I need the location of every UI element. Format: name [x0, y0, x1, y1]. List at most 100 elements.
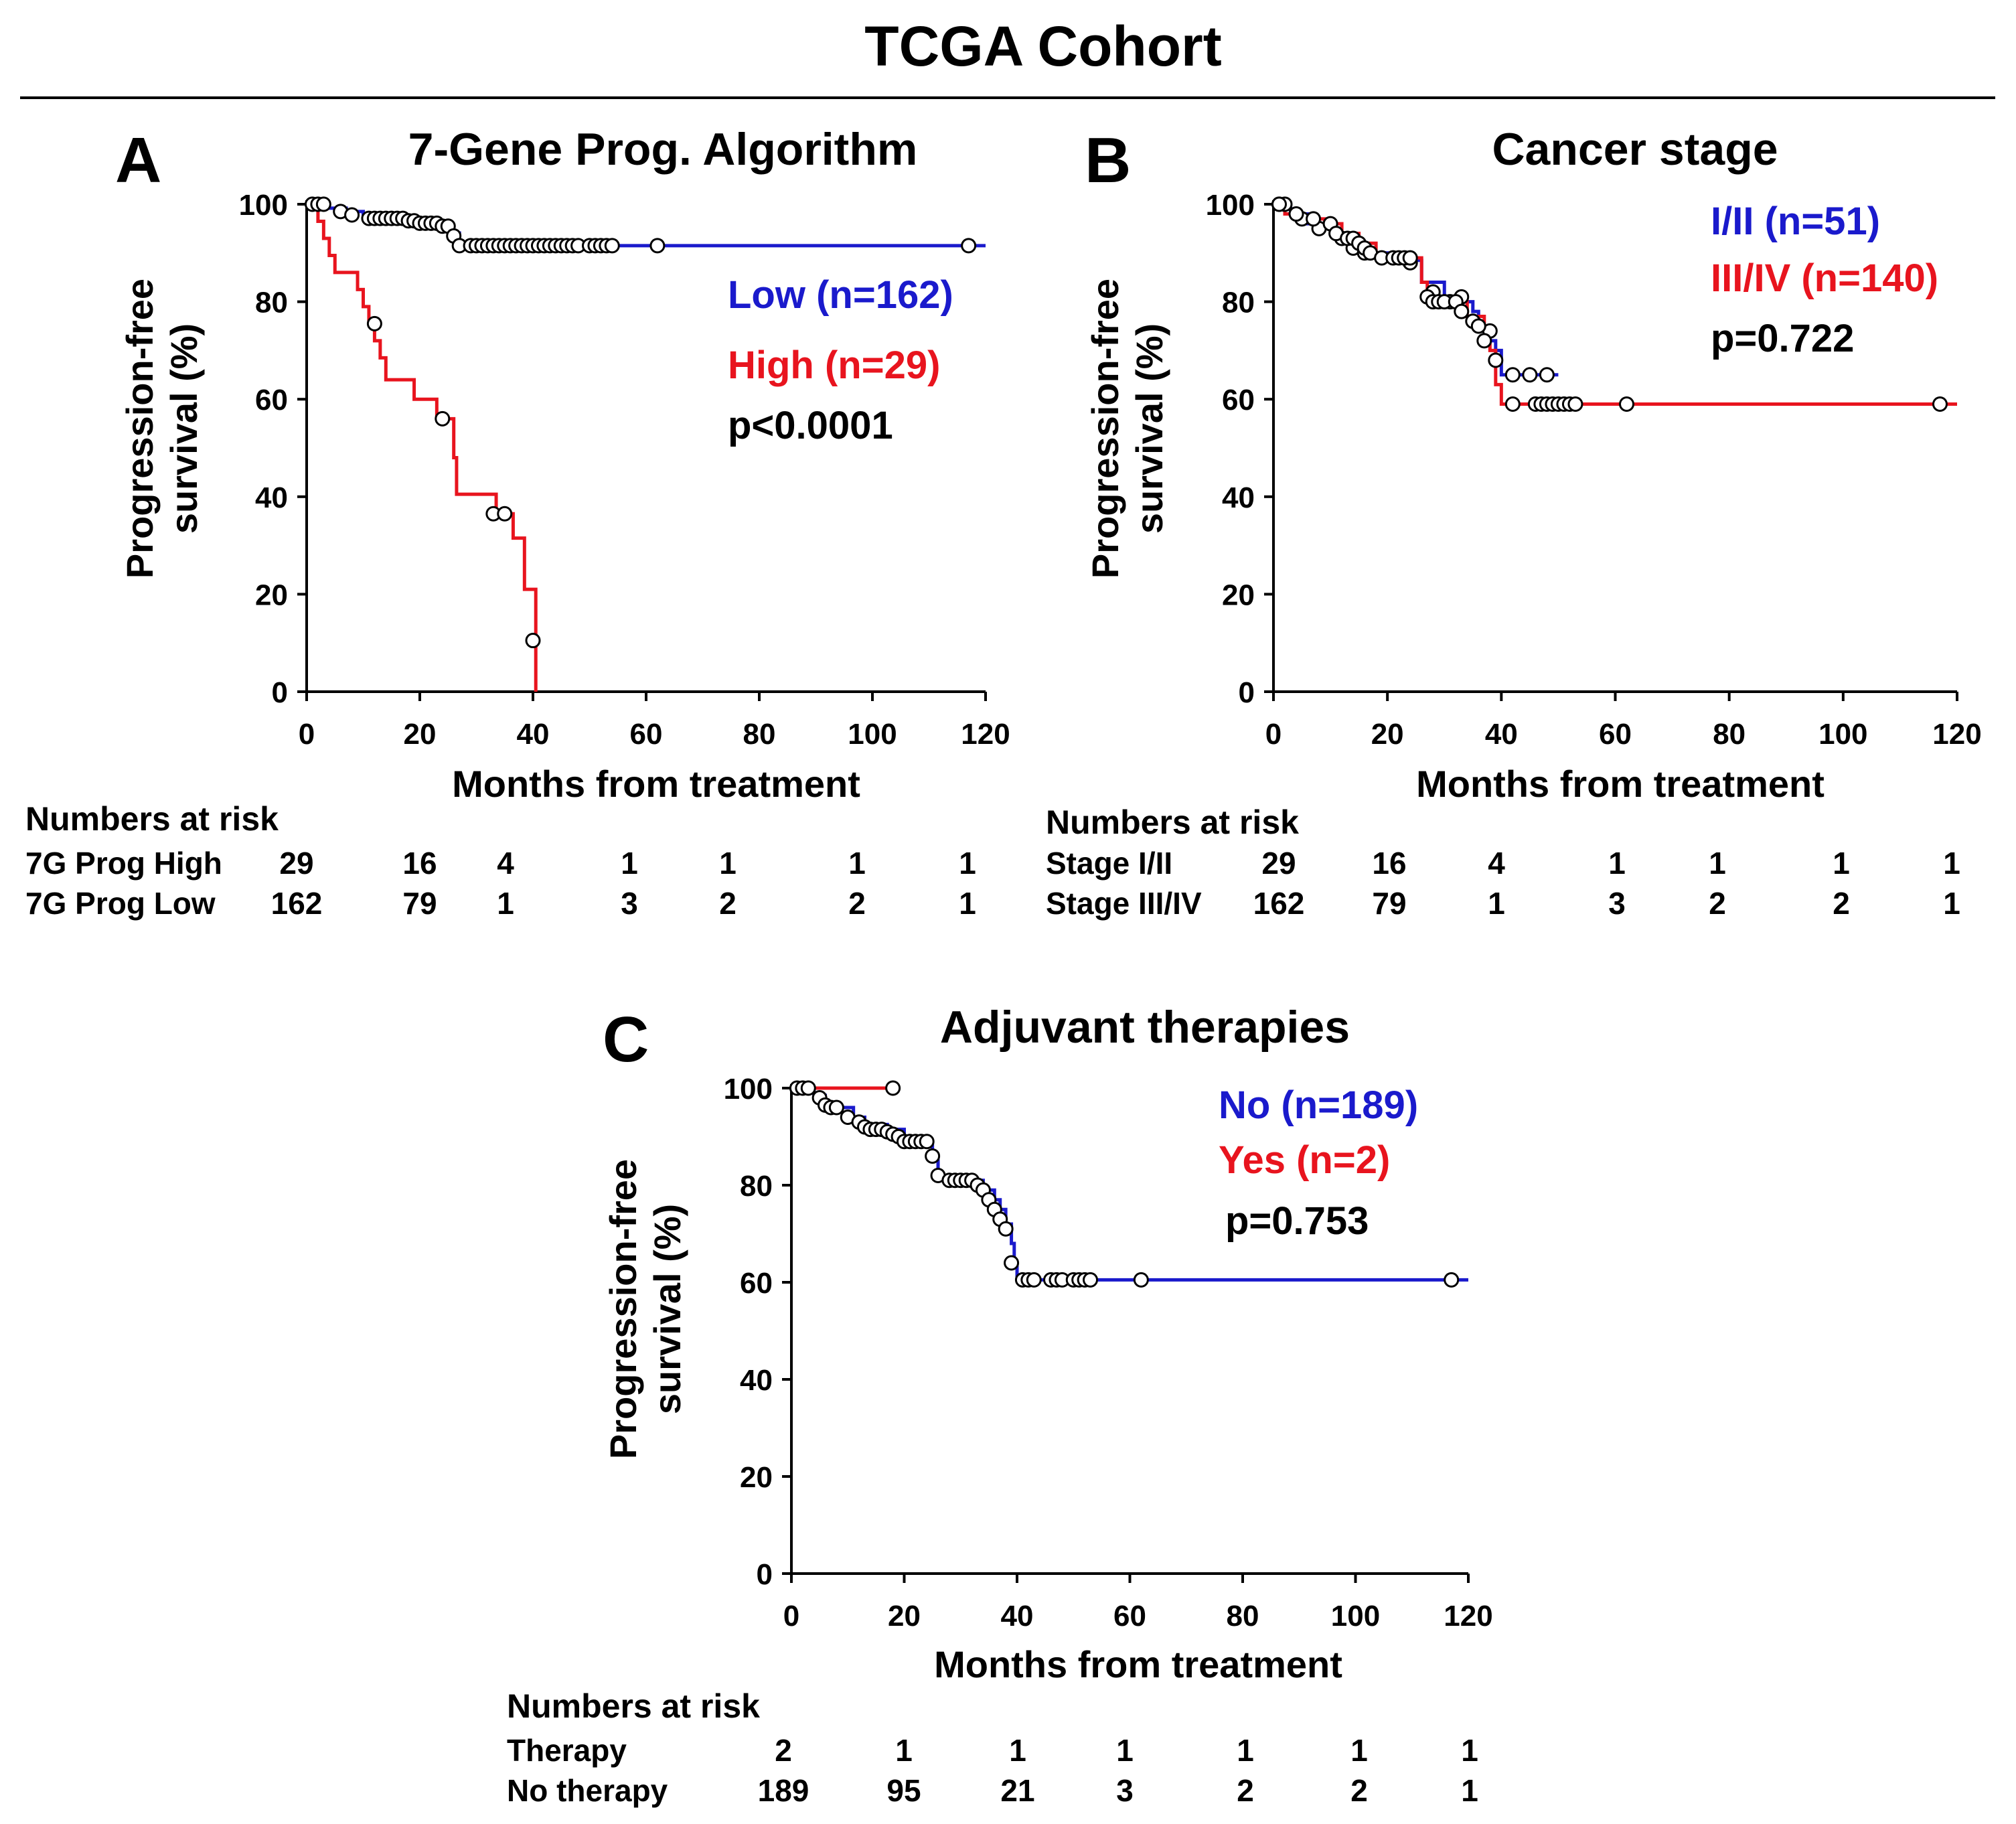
panel-b-risk-value: 1 [1608, 846, 1626, 881]
panel-a-risk-value: 79 [402, 886, 437, 921]
panel-c-risk-row-label: Therapy [507, 1733, 627, 1768]
panel-a-xtick-label: 40 [517, 718, 550, 751]
panel-c-ytick-label: 40 [740, 1364, 773, 1397]
panel-b-ytick-label: 60 [1222, 384, 1255, 416]
panel-c-series-0-censor-point [828, 1099, 844, 1116]
panel-b-series-1-censor-point [1288, 206, 1304, 222]
panel-a-ytick-label: 20 [255, 579, 288, 611]
panel-a-series-0-censor-point [961, 238, 977, 254]
panel-a-risk-value: 1 [848, 846, 866, 881]
panel-a-series-0-censor-point [344, 207, 360, 223]
panel-b-xtick-label: 120 [1932, 718, 1981, 751]
panel-a-xlabel: Months from treatment [452, 763, 860, 805]
panel-b-risk-value: 1 [1943, 846, 1960, 881]
panel-c-series-0-censor-point [998, 1221, 1014, 1237]
panel-c-ytick-label: 0 [757, 1558, 773, 1591]
panel-a-risk-value: 1 [621, 846, 638, 881]
panel-b-series-1-censor-point [1402, 250, 1418, 266]
panel-a-ytick-label: 40 [255, 481, 288, 514]
panel-c-ytick-label: 60 [740, 1267, 773, 1300]
panel-a-series-0-censor-point [604, 238, 620, 254]
panel-b-risk-value: 1 [1833, 846, 1850, 881]
panel-b-risk-value: 2 [1709, 886, 1726, 921]
panel-b-series-1-censor-point [1619, 396, 1635, 412]
panel-b-series-0-censor-point [1539, 367, 1555, 383]
panel-a-ylabel-1: Progression-free [119, 279, 161, 579]
panel-c-series-1-censor-point [885, 1080, 901, 1096]
panel-a-plot: 0 20 40 60 80 100 0 20 40 60 80 100 120 [239, 189, 1010, 751]
panel-b-ytick-label: 100 [1206, 189, 1255, 222]
panel-a-series-1-censor-point [435, 410, 451, 427]
panel-a-legend-high: High (n=29) [728, 344, 940, 387]
panel-b-risk-value: 16 [1372, 846, 1406, 881]
panel-b-ytick-label: 80 [1222, 287, 1255, 319]
panel-a-series-0-censor-point [649, 238, 666, 254]
panel-a-risk-value: 1 [959, 846, 976, 881]
panel-a-ytick-label: 60 [255, 384, 288, 416]
panel-c-series-0-censor-point [1026, 1272, 1042, 1288]
panel-a-xtick-label: 20 [404, 718, 437, 751]
panel-b-risk-row-label: Stage I/II [1046, 846, 1172, 881]
panel-b-risk-header: Numbers at risk [1046, 804, 1299, 841]
panel-b: B Cancer stage 0 20 40 60 80 100 0 20 40 60 80 100 1… [1046, 124, 1982, 921]
panel-c-risk-value: 2 [775, 1733, 792, 1768]
panel-b-xtick-label: 100 [1818, 718, 1867, 751]
panel-a-risk-value: 29 [279, 846, 313, 881]
panel-b-series-1-censor-point [1306, 211, 1322, 227]
panel-b-xtick-label: 40 [1485, 718, 1518, 751]
panel-c-ytick-label: 80 [740, 1170, 773, 1203]
panel-b-legend-i-ii: I/II (n=51) [1711, 200, 1880, 243]
panel-b-series-1-censor-point [1476, 333, 1492, 349]
panel-b-risk-value: 1 [1943, 886, 1960, 921]
panel-b-risk-value: 4 [1488, 846, 1505, 881]
panel-a-series-1-censor-point [525, 633, 541, 649]
panel-a-legend-low: Low (n=162) [728, 273, 953, 317]
panel-a-xtick-label: 100 [848, 718, 897, 751]
panel-a-risk-value: 16 [402, 846, 437, 881]
panel-a-xtick-label: 0 [299, 718, 315, 751]
panel-a-series-1-censor-point [497, 506, 513, 522]
panel-b-xtick-label: 80 [1713, 718, 1746, 751]
panel-b-ylabel-1: Progression-free [1084, 279, 1126, 579]
panel-c-xlabel: Months from treatment [934, 1643, 1342, 1685]
panel-c-xtick-label: 40 [1001, 1600, 1034, 1632]
panel-c-risk-value: 1 [895, 1733, 913, 1768]
panel-c-ylabel-2: survival (%) [646, 1204, 688, 1414]
panel-c-risk-value: 95 [886, 1773, 921, 1808]
panel-c-letter: C [603, 1004, 649, 1075]
panel-c-series-0-censor-point [1133, 1272, 1149, 1288]
panel-b-risk-row-label: Stage III/IV [1046, 886, 1202, 921]
panel-c-legend-yes: Yes (n=2) [1219, 1138, 1390, 1182]
panel-c-series-0-censor-point [1004, 1255, 1020, 1271]
panel-c-risk-value: 21 [1000, 1773, 1034, 1808]
panel-b-risk-value: 29 [1261, 846, 1296, 881]
panel-a-ytick-label: 0 [272, 676, 288, 709]
panel-c-legend-no: No (n=189) [1219, 1083, 1418, 1127]
panel-b-series-1-censor-point [1932, 396, 1948, 412]
panel-b-series-1-censor-point [1470, 318, 1486, 334]
panel-a-ytick-label: 100 [239, 189, 288, 222]
panel-c-plot: 0 20 40 60 80 100 0 20 40 60 80 100 120 [724, 1073, 1493, 1632]
panel-c-risk-value: 2 [1350, 1773, 1368, 1808]
panel-b-series-1-censor-point [1567, 396, 1583, 412]
panel-b-legend-iii-iv: III/IV (n=140) [1711, 256, 1938, 300]
panel-c-xtick-label: 120 [1444, 1600, 1492, 1632]
panel-a-risk-row-label: 7G Prog High [25, 846, 222, 881]
panel-c-title: Adjuvant therapies [940, 1002, 1350, 1053]
panel-c-ytick-label: 20 [740, 1461, 773, 1494]
panel-b-ytick-label: 20 [1222, 579, 1255, 611]
panel-c-risk-value: 2 [1237, 1773, 1254, 1808]
panel-a-series-1-line [307, 202, 538, 692]
panel-c-series-0-censor-point [800, 1080, 816, 1096]
panel-a-risk-header: Numbers at risk [25, 800, 279, 838]
panel-b-risk-table: Numbers at risk Stage I/II 29 16 4 1 1 1 1 Stage … [1046, 804, 1960, 921]
panel-b-series-1-censor-point [1488, 352, 1504, 368]
panel-b-title: Cancer stage [1492, 124, 1778, 175]
figure-title: TCGA Cohort [864, 15, 1221, 78]
panel-b-xtick-label: 60 [1599, 718, 1632, 751]
panel-b-risk-value: 2 [1833, 886, 1850, 921]
panel-b-risk-value: 79 [1372, 886, 1406, 921]
panel-b-risk-value: 1 [1488, 886, 1505, 921]
panel-c-series-0-censor-point [1444, 1272, 1460, 1288]
